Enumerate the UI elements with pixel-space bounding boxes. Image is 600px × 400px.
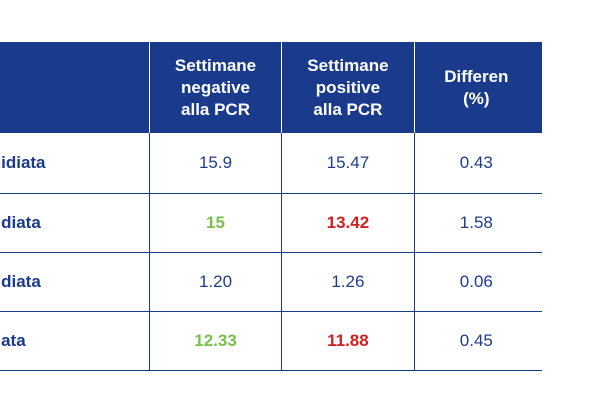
row-label: nidiata [0,271,41,291]
header-positive-text: Settimane positive alla PCR [307,55,389,119]
row-label-cell: nidiata [0,193,150,253]
data-table: Settimane negative alla PCR Settimane po… [0,42,542,371]
negative-cell-highlight: 15 [149,193,283,253]
row-label-cell: /nidiata [0,133,150,194]
difference-cell: 0.43 [414,133,542,194]
difference-value: 0.06 [459,271,493,291]
header-difference-text: Differen (%) [444,66,509,108]
positive-cell-highlight: 11.88 [281,311,415,371]
difference-value: 0.43 [459,152,493,172]
table-row: nidiata 15 13.42 1.58 [0,193,542,253]
positive-cell: 15.47 [281,133,415,194]
negative-cell: 15.9 [149,133,283,194]
difference-cell: 1.58 [414,193,542,253]
header-cell-positive: Settimane positive alla PCR [281,42,415,133]
difference-cell: 0.06 [414,252,542,312]
row-label-cell: nidiata [0,252,150,312]
positive-cell: 1.26 [281,252,415,312]
row-label-cell: diata [0,311,150,371]
table-row: nidiata 1.20 1.26 0.06 [0,252,542,312]
header-negative-text: Settimane negative alla PCR [174,55,257,119]
row-label: diata [0,330,26,350]
positive-cell-highlight: 13.42 [281,193,415,253]
table-header: Settimane negative alla PCR Settimane po… [0,42,542,133]
table-row: diata 12.33 11.88 0.45 [0,311,542,371]
row-label: nidiata [0,212,41,232]
negative-cell-highlight: 12.33 [149,311,283,371]
table-body: /nidiata 15.9 15.47 0.43 nidiata 15 13.4… [0,133,542,371]
difference-value: 1.58 [459,212,493,232]
header-cell-negative: Settimane negative alla PCR [149,42,283,133]
header-row: Settimane negative alla PCR Settimane po… [0,42,542,133]
header-cell-difference: Differen (%) [414,42,542,133]
table-row: /nidiata 15.9 15.47 0.43 [0,133,542,194]
difference-value: 0.45 [459,330,493,350]
row-label: /nidiata [0,152,46,172]
negative-cell: 1.20 [149,252,283,312]
difference-cell: 0.45 [414,311,542,371]
header-cell-label [0,42,150,133]
